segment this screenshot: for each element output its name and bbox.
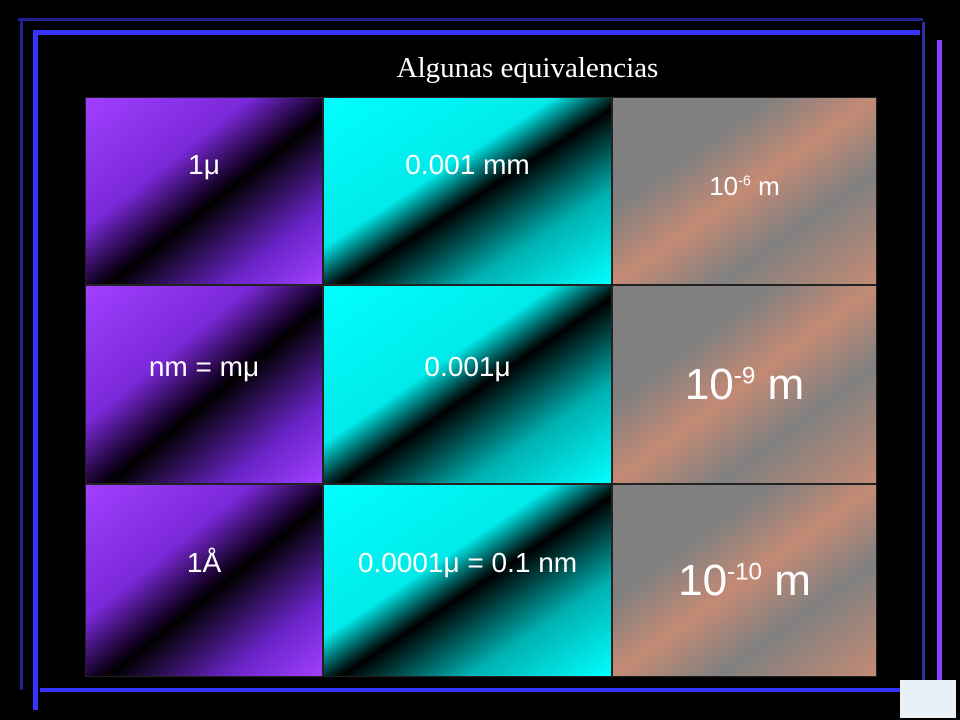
- power-exponent: -6: [738, 172, 751, 189]
- power-unit: m: [758, 170, 780, 201]
- frame-line: [18, 18, 923, 21]
- cell-power: 10-10 m: [678, 556, 811, 606]
- frame-line: [40, 688, 900, 692]
- table-cell: 10-10 m: [612, 484, 877, 677]
- power-unit: m: [767, 359, 805, 409]
- cell-text: 0.0001μ = 0.1 nm: [357, 546, 578, 578]
- table-cell: 1Å: [85, 484, 323, 677]
- power-base: 10: [709, 170, 739, 201]
- logo: [900, 680, 956, 718]
- cell-text: nm = mμ: [148, 350, 260, 382]
- frame-line: [20, 20, 23, 690]
- frame-line: [35, 30, 920, 35]
- slide-title: Algunas equivalencias: [396, 52, 659, 84]
- power-unit: m: [774, 555, 811, 605]
- cell-power: 10-6 m: [709, 171, 780, 202]
- power-exponent: -10: [727, 557, 763, 585]
- cell-text: 1Å: [186, 546, 222, 578]
- table-cell: 0.0001μ = 0.1 nm: [323, 484, 612, 677]
- power-exponent: -9: [733, 361, 756, 389]
- table-cell: 0.001μ: [323, 285, 612, 484]
- cell-text: 1μ: [188, 149, 220, 180]
- power-base: 10: [678, 555, 728, 605]
- cell-text: 0.001μ: [424, 350, 511, 382]
- frame-line: [937, 40, 942, 680]
- table-cell: 0.001 mm: [323, 97, 612, 285]
- cell-power: 10-9 m: [685, 360, 804, 410]
- power-base: 10: [684, 359, 734, 409]
- table-cell: 10-6 m: [612, 97, 877, 285]
- table-cell: 10-9 m: [612, 285, 877, 484]
- frame-line: [33, 30, 38, 710]
- table-cell: 1μ: [85, 97, 323, 285]
- table-cell: nm = mμ: [85, 285, 323, 484]
- frame-line: [922, 22, 925, 682]
- cell-text: 0.001 mm: [405, 149, 530, 180]
